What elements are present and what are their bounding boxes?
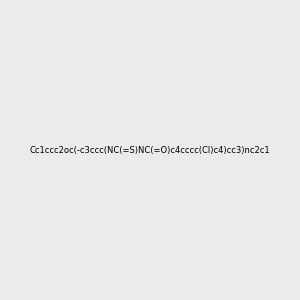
Text: Cc1ccc2oc(-c3ccc(NC(=S)NC(=O)c4cccc(Cl)c4)cc3)nc2c1: Cc1ccc2oc(-c3ccc(NC(=S)NC(=O)c4cccc(Cl)c… [30,146,270,154]
